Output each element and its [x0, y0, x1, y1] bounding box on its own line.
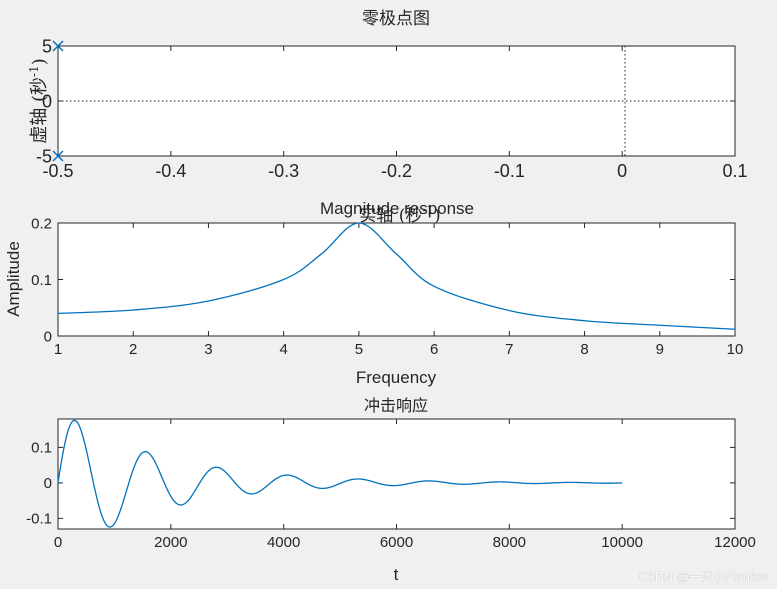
magnitude-xtick-label: 5 — [355, 341, 363, 358]
magnitude-xtick-label: 1 — [54, 341, 62, 358]
pole-marker — [52, 40, 64, 52]
pole-zero-xtick-label: -0.2 — [381, 161, 412, 181]
pole-zero-title: 零极点图 — [362, 9, 430, 29]
pole-zero-xtick-label: 0 — [617, 161, 627, 181]
pole-marker — [52, 150, 64, 162]
pole-zero-ytick-label: -5 — [36, 146, 52, 166]
impulse-xtick-label: 2000 — [154, 534, 187, 551]
magnitude-xtick-label: 2 — [129, 341, 137, 358]
impulse-xtick-label: 8000 — [493, 534, 526, 551]
magnitude-ytick-label: 0.1 — [31, 272, 52, 289]
impulse-line — [57, 419, 623, 528]
pole-zero-panel: -0.5 -0.4 -0.3 -0.2 -0.1 0 0.1 -5 0 5 零极点图 虚轴 (秒… — [27, 9, 748, 181]
pole-zero-ylabel: 虚轴 (秒-1) — [27, 58, 50, 143]
magnitude-xtick-label: 8 — [580, 341, 588, 358]
magnitude-ytick-label: 0.2 — [31, 215, 52, 232]
pole-zero-axes-box — [57, 45, 736, 157]
magnitude-xtick-label: 3 — [204, 341, 212, 358]
impulse-xlabel: t — [394, 565, 399, 584]
pole-zero-xtick-label: -0.1 — [494, 161, 525, 181]
magnitude-xlabel: Frequency — [356, 368, 437, 387]
impulse-ytick-label: -0.1 — [26, 511, 52, 528]
magnitude-xtick-label: 4 — [279, 341, 287, 358]
magnitude-xtick-label: 10 — [727, 341, 744, 358]
impulse-title: 冲击响应 — [364, 396, 428, 415]
pole-zero-xtick-label: -0.4 — [155, 161, 186, 181]
magnitude-title: Magnitude response — [320, 199, 474, 218]
pole-zero-xtick-label: -0.5 — [42, 161, 73, 181]
pole-zero-xtick-label: -0.3 — [268, 161, 299, 181]
pole-marker-stroke — [52, 150, 64, 162]
magnitude-axes-box — [57, 222, 736, 337]
magnitude-line — [57, 222, 736, 330]
impulse-xtick-label: 0 — [54, 534, 62, 551]
impulse-ytick-label: 0 — [44, 475, 52, 492]
impulse-ytick-label: 0.1 — [31, 440, 52, 457]
impulse-axes-box — [57, 418, 736, 530]
impulse-xtick-label: 12000 — [714, 534, 756, 551]
magnitude-xtick-label: 9 — [656, 341, 664, 358]
magnitude-ylabel: Amplitude — [4, 241, 23, 317]
overlapped-pole-zero-xlabel: 实轴 (秒-1) — [359, 203, 440, 226]
magnitude-xtick-label: 7 — [505, 341, 513, 358]
pole-zero-ytick-label: 5 — [42, 36, 52, 56]
impulse-xtick-label: 10000 — [601, 534, 643, 551]
impulse-panel: 0 2000 4000 6000 8000 10000 12000 -0.100.1 冲击响… — [26, 396, 756, 584]
pole-zero-ytick-label: 0 — [42, 91, 52, 111]
magnitude-panel: 1 2 3 4 5 6 7 8 9 10 0 0.1 0.2 实轴 (秒-1) Magnitude r… — [4, 199, 743, 387]
impulse-xtick-label: 6000 — [380, 534, 413, 551]
magnitude-xtick-label: 6 — [430, 341, 438, 358]
watermark: CSDN @一只小Flanker — [638, 570, 769, 584]
magnitude-ytick-label: 0 — [44, 328, 52, 345]
pole-marker-stroke — [52, 40, 64, 52]
pole-zero-xtick-label: 0.1 — [722, 161, 747, 181]
impulse-xtick-label: 4000 — [267, 534, 300, 551]
